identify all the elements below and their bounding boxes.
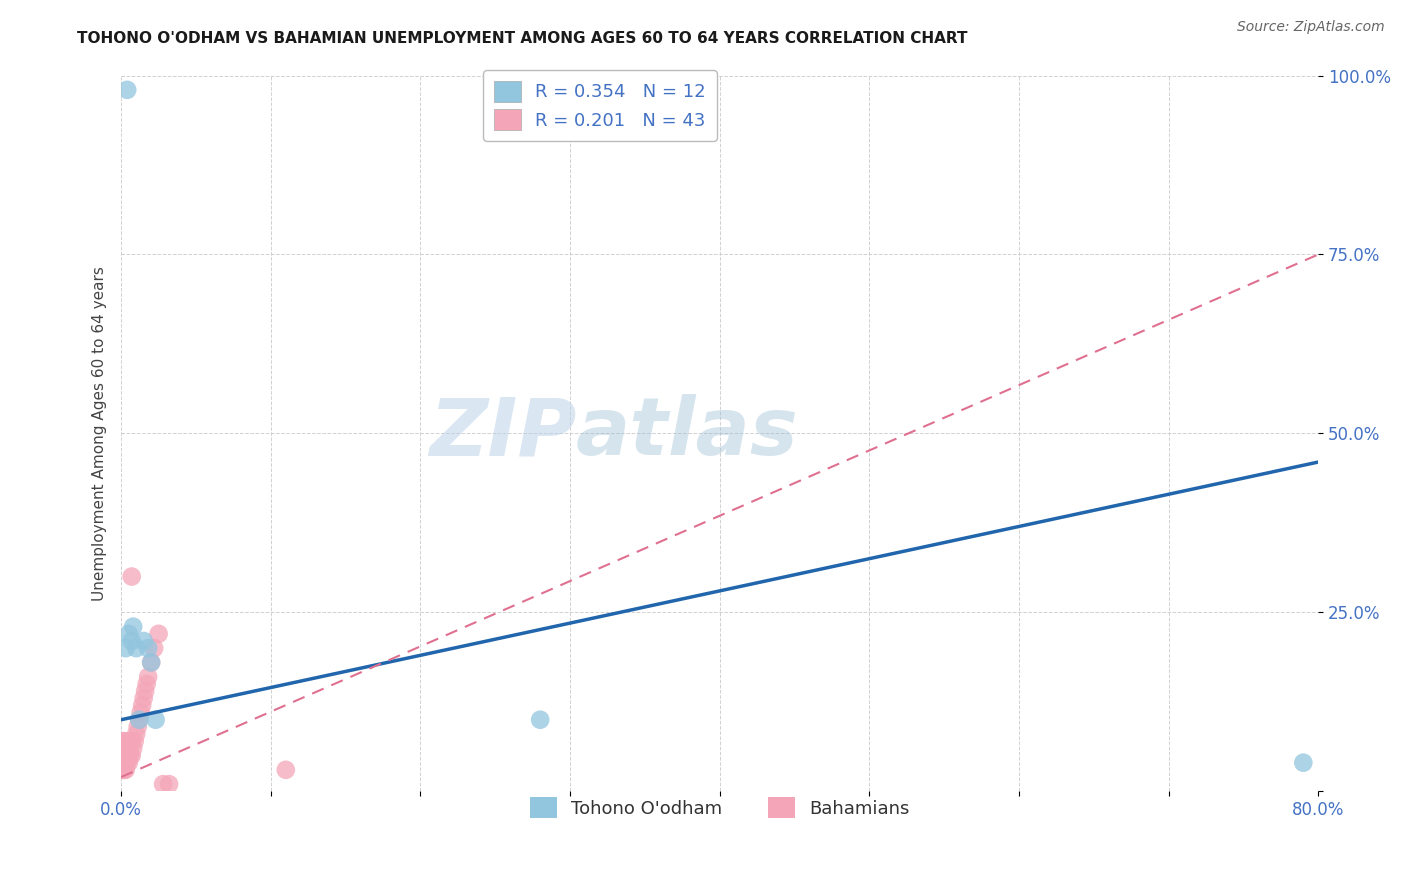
Point	[141, 656, 163, 670]
Point	[529, 713, 551, 727]
Point	[132, 691, 155, 706]
Text: Source: ZipAtlas.com: Source: ZipAtlas.com	[1237, 20, 1385, 34]
Point	[125, 727, 148, 741]
Point	[112, 734, 135, 748]
Point	[152, 777, 174, 791]
Point	[118, 756, 141, 770]
Point	[121, 634, 143, 648]
Point	[114, 763, 136, 777]
Point	[112, 763, 135, 777]
Y-axis label: Unemployment Among Ages 60 to 64 years: Unemployment Among Ages 60 to 64 years	[93, 266, 107, 601]
Point	[128, 713, 150, 727]
Point	[111, 741, 134, 756]
Point	[128, 713, 150, 727]
Point	[121, 569, 143, 583]
Point	[132, 634, 155, 648]
Point	[114, 748, 136, 763]
Point	[115, 748, 138, 763]
Point	[135, 677, 157, 691]
Point	[112, 741, 135, 756]
Point	[127, 720, 149, 734]
Point	[118, 627, 141, 641]
Point	[145, 713, 167, 727]
Point	[136, 670, 159, 684]
Point	[122, 620, 145, 634]
Point	[115, 756, 138, 770]
Point	[111, 756, 134, 770]
Text: atlas: atlas	[576, 394, 799, 473]
Point	[122, 741, 145, 756]
Point	[157, 777, 180, 791]
Point	[148, 627, 170, 641]
Point	[114, 641, 136, 656]
Point	[111, 748, 134, 763]
Text: TOHONO O'ODHAM VS BAHAMIAN UNEMPLOYMENT AMONG AGES 60 TO 64 YEARS CORRELATION CH: TOHONO O'ODHAM VS BAHAMIAN UNEMPLOYMENT …	[77, 31, 967, 46]
Legend: Tohono O'odham, Bahamians: Tohono O'odham, Bahamians	[523, 790, 917, 825]
Point	[112, 756, 135, 770]
Point	[115, 741, 138, 756]
Point	[129, 706, 152, 720]
Point	[134, 684, 156, 698]
Point	[1292, 756, 1315, 770]
Point	[125, 641, 148, 656]
Point	[112, 748, 135, 763]
Text: ZIP: ZIP	[429, 394, 576, 473]
Point	[114, 756, 136, 770]
Point	[118, 734, 141, 748]
Point	[143, 641, 166, 656]
Point	[114, 741, 136, 756]
Point	[120, 748, 142, 763]
Point	[118, 741, 141, 756]
Point	[124, 734, 146, 748]
Point	[115, 83, 138, 97]
Point	[121, 734, 143, 748]
Point	[136, 641, 159, 656]
Point	[111, 763, 134, 777]
Point	[118, 748, 141, 763]
Point	[131, 698, 153, 713]
Point	[141, 656, 163, 670]
Point	[111, 734, 134, 748]
Point	[121, 748, 143, 763]
Point	[120, 734, 142, 748]
Point	[274, 763, 297, 777]
